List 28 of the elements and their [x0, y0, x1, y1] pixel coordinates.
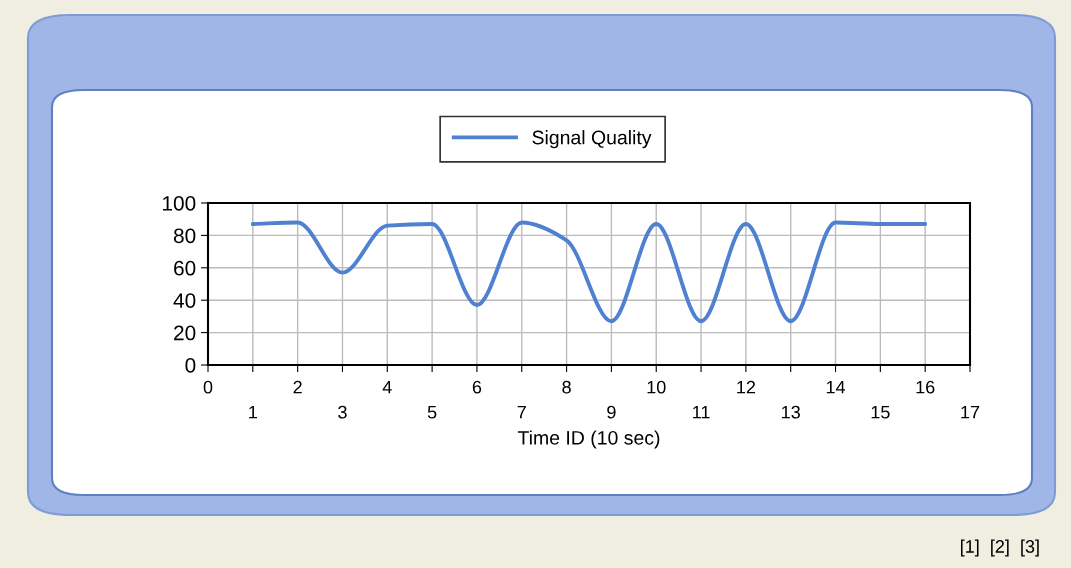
line-series: [250, 220, 928, 324]
x2-tick-label: 3: [338, 405, 347, 419]
x2-tick-label: 1: [249, 405, 257, 419]
y-tick-label: 0: [185, 358, 196, 373]
x-tick-label: 12: [737, 380, 756, 394]
y-tick-label: 100: [163, 196, 196, 211]
y-tick-label: 80: [173, 228, 196, 244]
text: [1] [2] [3]: [961, 539, 1039, 557]
x-axis-title: Time ID (10 sec): [517, 430, 660, 449]
x2-tick-label: 7: [517, 405, 526, 419]
x2-tick-label: 11: [693, 405, 710, 419]
x-tick-label: 10: [647, 380, 666, 394]
y-tick-label: 60: [174, 260, 196, 276]
legend-label: Signal Quality: [532, 130, 652, 149]
x-tick-label: 4: [382, 380, 392, 394]
x2-tick-label: 15: [871, 405, 890, 419]
y-tick-label: 40: [173, 293, 196, 308]
x2-tick-label: 5: [427, 405, 437, 419]
x-tick-label: 6: [472, 380, 482, 394]
y-tick-label: 20: [174, 325, 196, 341]
x2-tick-label: 17: [961, 405, 980, 419]
x-tick-label: 0: [203, 380, 213, 394]
x-tick-label: 14: [826, 380, 846, 394]
x-tick-label: 16: [916, 380, 935, 394]
x-tick-label: 8: [562, 380, 571, 394]
x2-tick-label: 13: [782, 405, 800, 419]
x-tick-label: 2: [293, 380, 302, 394]
x2-tick-label: 9: [607, 405, 616, 419]
